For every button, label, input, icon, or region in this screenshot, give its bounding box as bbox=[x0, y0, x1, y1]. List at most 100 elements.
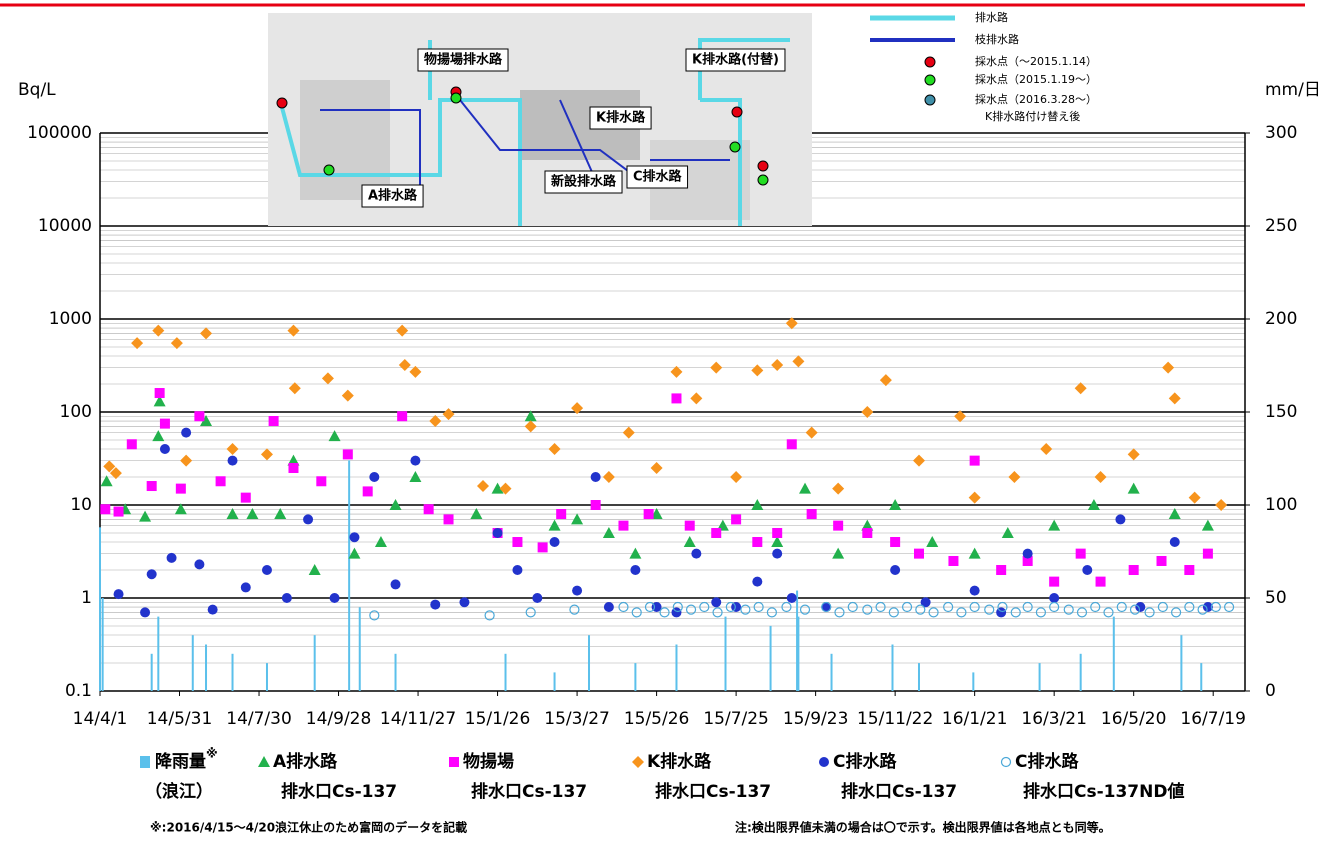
point bbox=[492, 527, 503, 538]
point bbox=[712, 607, 723, 618]
rain-bar bbox=[769, 625, 772, 691]
map-legend-dot bbox=[924, 94, 936, 106]
point bbox=[390, 579, 401, 590]
point bbox=[618, 520, 629, 531]
point bbox=[174, 503, 187, 515]
map-legend-label: 採水点（2016.3.28～） bbox=[975, 92, 1097, 106]
point bbox=[1127, 482, 1140, 494]
y-tick-label: 0.1 bbox=[65, 681, 92, 701]
point bbox=[571, 402, 584, 415]
point bbox=[862, 527, 873, 538]
point bbox=[771, 359, 784, 372]
point bbox=[369, 472, 380, 483]
point bbox=[274, 508, 287, 520]
point bbox=[659, 607, 670, 618]
map-point bbox=[757, 160, 769, 172]
point bbox=[240, 492, 251, 503]
legend-label: 排水口Cs-137 bbox=[471, 781, 587, 802]
legend-label: 物揚場 bbox=[463, 751, 514, 772]
point bbox=[1022, 548, 1033, 559]
point bbox=[499, 482, 512, 495]
point bbox=[349, 532, 360, 543]
map-legend-label: 採水点（～2015.1.14） bbox=[975, 54, 1097, 68]
point bbox=[389, 499, 402, 510]
rain-bar bbox=[205, 644, 208, 691]
point bbox=[1210, 601, 1221, 613]
point bbox=[1035, 607, 1047, 618]
point bbox=[1103, 607, 1114, 618]
rain-bar bbox=[358, 607, 361, 691]
rain-bar bbox=[348, 460, 351, 691]
point bbox=[268, 416, 279, 427]
x-tick-label: 15/9/23 bbox=[783, 709, 849, 729]
legend-label: C排水路 bbox=[833, 751, 897, 772]
point bbox=[753, 601, 764, 613]
rain-bar bbox=[797, 616, 800, 691]
x-tick-label: 15/7/25 bbox=[703, 709, 769, 729]
point bbox=[968, 547, 981, 559]
point bbox=[410, 455, 421, 466]
point bbox=[913, 548, 924, 559]
point bbox=[152, 430, 165, 442]
point bbox=[348, 547, 361, 559]
point bbox=[113, 589, 124, 600]
rain-bar bbox=[634, 663, 637, 691]
point bbox=[731, 602, 742, 613]
rain-bar bbox=[504, 653, 507, 691]
point bbox=[153, 395, 166, 407]
point bbox=[1202, 602, 1213, 613]
point bbox=[1202, 548, 1213, 559]
point bbox=[459, 597, 470, 608]
rain-bar bbox=[724, 616, 727, 691]
x-tick-label: 16/3/21 bbox=[1021, 709, 1087, 729]
point bbox=[691, 548, 702, 559]
point bbox=[1115, 514, 1126, 525]
x-tick-label: 14/9/28 bbox=[306, 709, 372, 729]
point bbox=[671, 607, 682, 618]
y2-tick-label: 50 bbox=[1265, 588, 1287, 608]
point bbox=[548, 519, 561, 531]
rain-bar bbox=[191, 635, 194, 691]
plot-area bbox=[99, 317, 1235, 768]
y-tick-label: 10000 bbox=[38, 216, 92, 236]
x-tick-label: 16/1/21 bbox=[942, 709, 1008, 729]
point bbox=[409, 471, 422, 483]
point bbox=[590, 500, 601, 510]
point bbox=[260, 448, 273, 461]
map-label-box bbox=[361, 184, 424, 208]
point bbox=[246, 508, 259, 520]
point bbox=[140, 607, 151, 618]
point bbox=[159, 418, 170, 429]
point bbox=[772, 527, 783, 538]
point bbox=[1201, 519, 1214, 531]
point bbox=[862, 604, 873, 615]
map-point bbox=[276, 97, 288, 109]
y-tick-label: 100000 bbox=[27, 123, 92, 143]
point bbox=[1197, 604, 1208, 615]
legend-marker bbox=[449, 757, 459, 767]
point bbox=[1135, 602, 1146, 613]
point bbox=[1022, 601, 1033, 613]
point bbox=[1157, 601, 1168, 613]
map-legend-dot bbox=[924, 74, 936, 86]
point bbox=[861, 406, 874, 418]
point bbox=[997, 601, 1008, 613]
point bbox=[948, 555, 959, 566]
point bbox=[525, 607, 536, 618]
point bbox=[751, 364, 764, 377]
point bbox=[180, 454, 193, 467]
point bbox=[139, 510, 152, 522]
map-label: 物揚場排水路 bbox=[424, 52, 503, 68]
point bbox=[287, 454, 300, 466]
point bbox=[602, 526, 615, 538]
point bbox=[799, 482, 812, 494]
point bbox=[200, 327, 213, 340]
x-tick-label: 14/4/1 bbox=[73, 709, 128, 729]
point bbox=[834, 607, 845, 618]
point bbox=[1075, 548, 1086, 559]
point bbox=[329, 593, 340, 603]
rain-bar bbox=[1079, 653, 1082, 691]
point bbox=[752, 537, 763, 548]
map-inset: 物揚場排水路 K排水路(付替) K排水路 A排水路 新設排水路 C排水路 bbox=[268, 13, 812, 226]
point bbox=[397, 411, 408, 422]
